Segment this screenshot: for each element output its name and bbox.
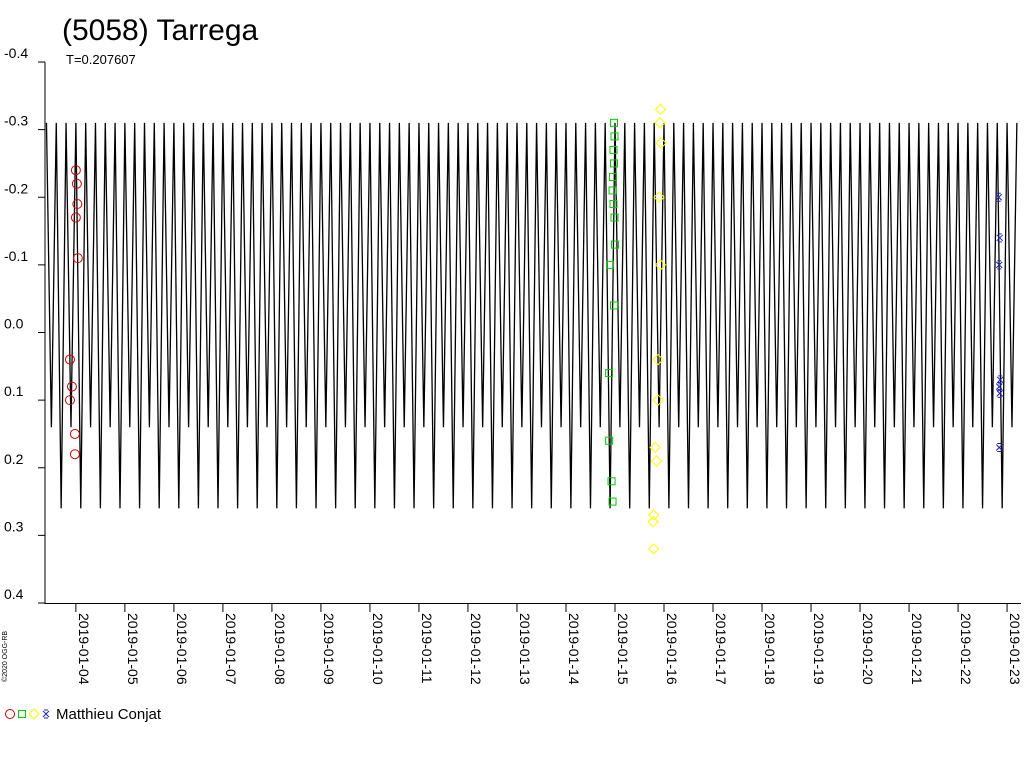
data-point [610,159,619,168]
data-point [995,442,1003,452]
chart-title: (5058) Tarrega [62,14,259,47]
x-tick-label: 2019-01-07 [223,613,239,685]
data-point [995,260,1003,270]
data-point [609,145,618,154]
data-point [647,509,660,521]
data-point [649,441,661,454]
data-point [655,137,667,149]
data-point [66,381,77,392]
x-tick-label: 2019-01-22 [958,613,974,685]
legend-symbol [42,709,50,719]
data-point [654,259,667,271]
x-tick-label: 2019-01-05 [125,613,141,685]
y-tick-label: 0.4 [4,586,24,602]
x-tick-label: 2019-01-08 [272,613,288,685]
x-tick-label: 2019-01-23 [1007,613,1023,685]
legend-label: Matthieu Conjat [56,706,162,723]
x-tick-label: 2019-01-04 [76,613,92,685]
legend-symbol [28,708,40,720]
x-tick-label: 2019-01-19 [811,613,827,685]
x-tick-label: 2019-01-10 [370,613,386,685]
data-point [996,375,1004,385]
data-point [996,233,1004,243]
data-point [652,394,664,406]
data-point [609,200,618,209]
data-point [69,428,80,439]
data-point [70,212,81,223]
data-point [69,449,80,460]
data-point [653,191,665,203]
data-point [654,117,666,129]
data-point [610,240,619,249]
data-point [72,253,83,264]
data-point [605,369,614,378]
x-tick-label: 2019-01-21 [909,613,925,685]
y-tick-label: -0.2 [4,180,28,196]
legend-symbol [18,710,26,718]
data-point [71,178,82,189]
data-point [995,382,1003,392]
data-point [610,301,619,310]
x-tick-label: 2019-01-11 [419,613,435,684]
x-tick-label: 2019-01-14 [566,613,582,685]
data-point [996,388,1004,398]
y-tick-label: 0.0 [4,316,24,332]
data-point [652,353,664,366]
data-point [605,436,614,445]
data-point [647,516,659,528]
data-point [607,477,616,486]
x-tick-label: 2019-01-18 [762,613,778,685]
data-point [654,103,667,116]
data-point [70,165,81,176]
data-point [610,118,619,127]
data-point [64,395,75,406]
x-tick-label: 2019-01-16 [664,613,680,685]
data-point [608,186,617,195]
plot-area [45,103,1018,555]
data-point [650,455,663,467]
x-tick-label: 2019-01-06 [174,613,190,685]
y-tick-label: -0.4 [4,45,28,61]
legend-symbol [5,709,15,719]
data-point [609,172,618,181]
x-tick-label: 2019-01-13 [517,613,533,685]
x-tick-label: 2019-01-17 [713,613,729,685]
y-tick-label: 0.1 [4,383,24,399]
x-tick-label: 2019-01-12 [468,613,484,685]
credit: ©2020 OGG-RB [1,631,9,682]
data-point [995,192,1003,202]
y-tick-label: -0.1 [4,248,28,264]
data-point [606,260,615,269]
data-point [608,497,617,506]
lightcurve [45,122,1018,509]
data-point [72,199,83,210]
data-point [64,354,75,365]
x-tick-label: 2019-01-09 [321,613,337,685]
y-tick-label: -0.3 [4,113,28,129]
data-point [610,132,619,141]
data-point [647,543,660,555]
data-point [610,213,619,222]
x-tick-label: 2019-01-20 [860,613,876,685]
chart-subtitle: T=0.207607 [66,52,136,67]
x-tick-label: 2019-01-15 [615,613,631,685]
y-tick-label: 0.2 [4,451,24,467]
y-tick-label: 0.3 [4,518,24,534]
